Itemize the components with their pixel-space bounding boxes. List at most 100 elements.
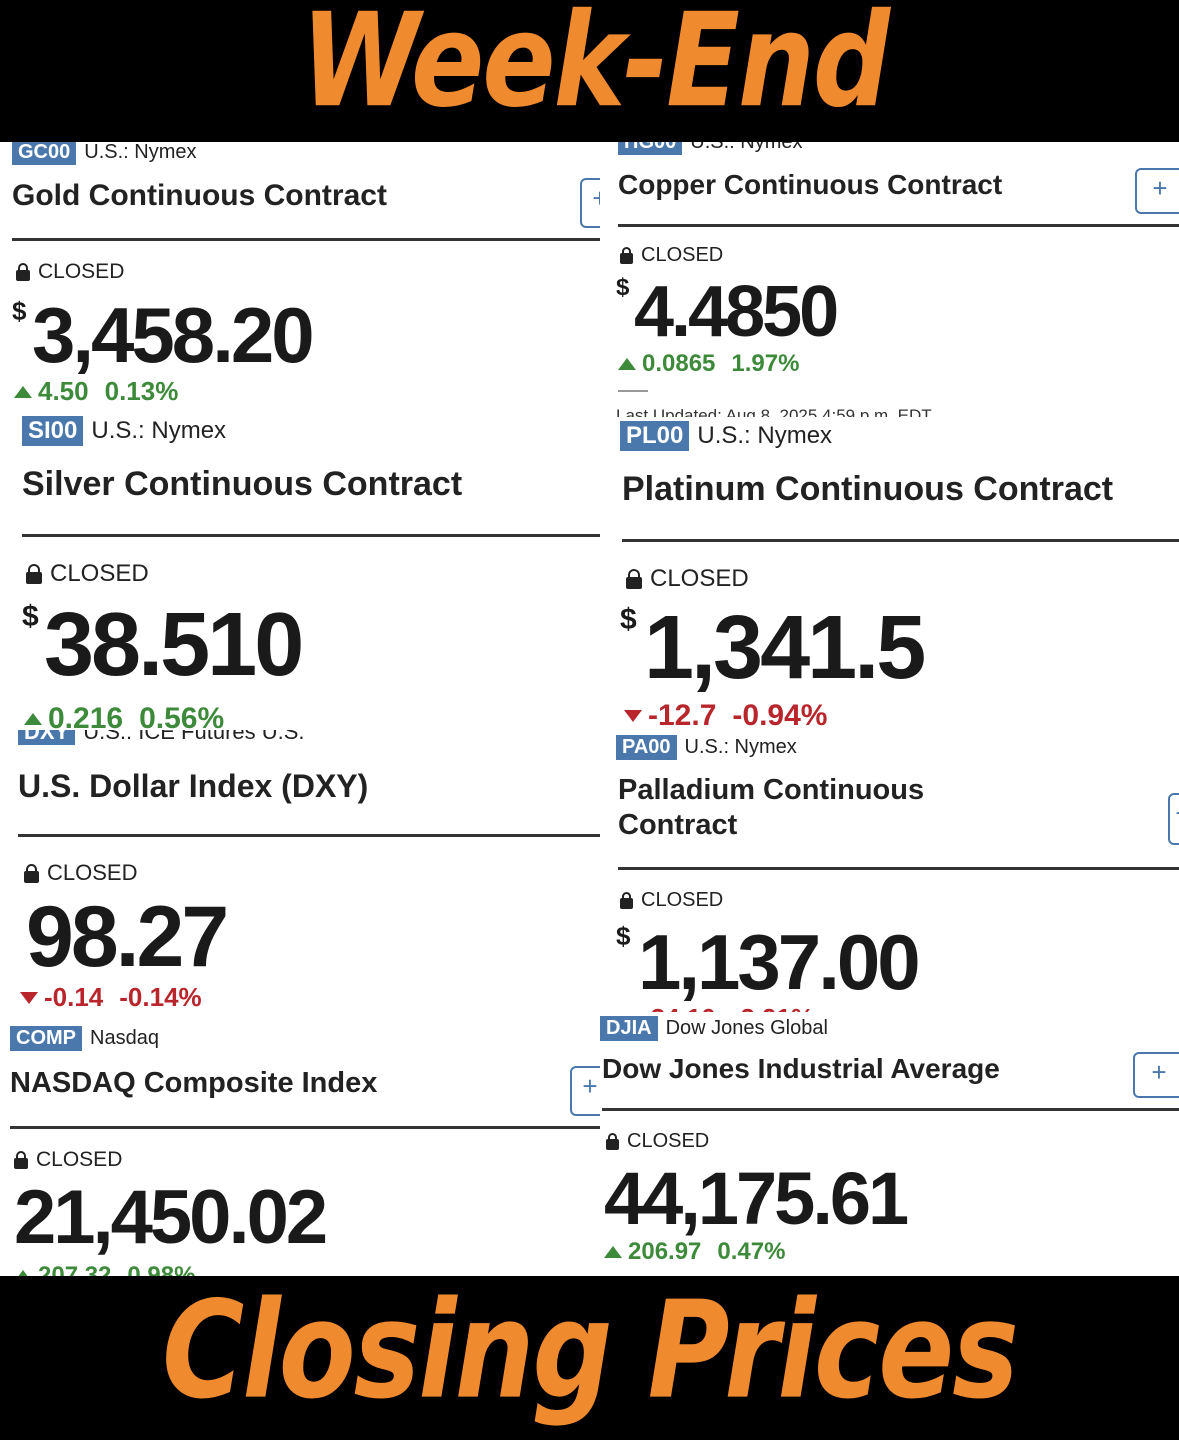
- quotes-collage: GC00 U.S.: Nymex Gold Continuous Contrac…: [0, 142, 1179, 1276]
- plus-icon: +: [1151, 1057, 1167, 1087]
- up-arrow-icon: [24, 713, 42, 725]
- quote-card-djia: DJIA Dow Jones Global Dow Jones Industri…: [600, 1012, 1179, 1276]
- quote-card-platinum: PL00 U.S.: Nymex Platinum Continuous Con…: [600, 417, 1179, 735]
- price-change: 0.0865 1.97%: [618, 350, 799, 378]
- ticker-badge[interactable]: GC00: [12, 142, 77, 165]
- divider: [622, 539, 1179, 542]
- add-to-watchlist-button[interactable]: +: [580, 178, 600, 228]
- divider: [10, 1126, 600, 1129]
- market-status: CLOSED: [16, 260, 124, 284]
- down-arrow-icon: [20, 991, 38, 1004]
- quote-header: GC00 U.S.: Nymex: [12, 142, 197, 165]
- change-percent: 0.56%: [139, 702, 225, 730]
- closed-label: CLOSED: [641, 889, 724, 911]
- change-percent: -0.94%: [732, 699, 828, 732]
- currency-symbol: $: [22, 600, 39, 633]
- exchange-label: U.S.: Nymex: [690, 142, 803, 153]
- lock-icon: [24, 863, 39, 883]
- instrument-name-line2: Contract: [618, 809, 738, 841]
- quote-card-copper: HG00 U.S.: Nymex Copper Continuous Contr…: [600, 142, 1179, 417]
- ticker-badge[interactable]: COMP: [10, 1026, 82, 1051]
- instrument-name: Platinum Continuous Contract: [622, 470, 1114, 508]
- change-percent: 0.13%: [104, 376, 179, 406]
- change-value: 0.0865: [642, 350, 716, 377]
- currency-symbol: $: [620, 603, 637, 636]
- lock-icon: [26, 564, 42, 584]
- last-updated: Last Updated: Aug 8, 2025 4:59 p.m. EDT: [616, 406, 932, 417]
- top-banner: Week-End: [0, 0, 1179, 142]
- ticker-badge[interactable]: PL00: [620, 421, 690, 451]
- add-to-watchlist-button[interactable]: +: [1133, 1052, 1179, 1098]
- up-arrow-icon: [618, 358, 636, 370]
- add-to-watchlist-button[interactable]: +: [1168, 793, 1179, 845]
- lock-icon: [620, 892, 633, 909]
- last-price: 38.510: [44, 595, 304, 695]
- divider: [618, 224, 1179, 227]
- lock-icon: [626, 569, 642, 589]
- ticker-badge[interactable]: DXY: [18, 730, 76, 746]
- exchange-label: U.S.: Nymex: [697, 421, 833, 449]
- instrument-name: Gold Continuous Contract: [12, 179, 387, 212]
- divider: [18, 834, 600, 837]
- change-percent: 1.97%: [731, 350, 800, 377]
- quote-header: PL00 U.S.: Nymex: [620, 421, 832, 451]
- price-change: -0.14 -0.14%: [20, 982, 202, 1013]
- up-arrow-icon: [14, 385, 32, 398]
- plus-icon: +: [582, 1071, 598, 1101]
- closed-label: CLOSED: [50, 560, 149, 587]
- quote-card-silver: SI00 U.S.: Nymex Silver Continuous Contr…: [0, 410, 600, 730]
- currency-symbol: $: [616, 921, 631, 951]
- market-status: CLOSED: [620, 244, 723, 267]
- change-percent: 0.98%: [127, 1262, 196, 1276]
- instrument-name: Dow Jones Industrial Average: [602, 1053, 1000, 1084]
- up-arrow-icon: [604, 1246, 622, 1258]
- quote-header: DXY U.S.: ICE Futures U.S.: [18, 730, 305, 746]
- quote-card-gold: GC00 U.S.: Nymex Gold Continuous Contrac…: [0, 142, 600, 410]
- plus-icon: +: [1152, 173, 1168, 203]
- exchange-label: Dow Jones Global: [665, 1017, 828, 1039]
- closed-label: CLOSED: [627, 1130, 710, 1152]
- instrument-name: Copper Continuous Contract: [618, 169, 1003, 200]
- divider: [618, 867, 1179, 870]
- market-status: CLOSED: [620, 889, 723, 912]
- divider: [12, 238, 600, 241]
- lock-icon: [16, 263, 30, 281]
- add-to-watchlist-button[interactable]: +: [570, 1066, 600, 1116]
- banner-subtitle: Closing Prices: [162, 1276, 1019, 1429]
- closed-label: CLOSED: [47, 860, 138, 885]
- exchange-label: U.S.: Nymex: [84, 142, 197, 163]
- market-status: CLOSED: [626, 565, 749, 593]
- price-change: 206.97 0.47%: [604, 1238, 785, 1266]
- closed-label: CLOSED: [38, 260, 125, 283]
- market-status: CLOSED: [26, 560, 149, 588]
- change-value: 206.97: [628, 1238, 702, 1265]
- lock-icon: [14, 1151, 28, 1169]
- lock-icon: [620, 247, 633, 264]
- plus-icon: +: [1175, 798, 1179, 828]
- last-price: 44,175.61: [604, 1157, 909, 1240]
- divider: [602, 1108, 1179, 1111]
- ticker-badge[interactable]: DJIA: [600, 1016, 658, 1041]
- last-price: 1,137.00: [638, 918, 921, 1006]
- exchange-label: U.S.: Nymex: [91, 416, 227, 444]
- last-price: 21,450.02: [14, 1175, 328, 1260]
- quote-header: DJIA Dow Jones Global: [600, 1016, 828, 1041]
- ticker-badge[interactable]: SI00: [22, 416, 84, 446]
- price-change: 207.32 0.98%: [14, 1262, 195, 1276]
- change-value: 4.50: [38, 376, 89, 406]
- exchange-label: Nasdaq: [90, 1027, 159, 1049]
- ticker-badge[interactable]: HG00: [618, 142, 683, 155]
- change-percent: 0.47%: [717, 1238, 786, 1265]
- bottom-banner: Closing Prices: [0, 1276, 1179, 1440]
- banner-title: Week-End: [300, 0, 890, 137]
- instrument-name: Silver Continuous Contract: [22, 465, 463, 503]
- currency-symbol: $: [616, 274, 630, 301]
- instrument-name: U.S. Dollar Index (DXY): [18, 768, 369, 804]
- quote-header: PA00 U.S.: Nymex: [616, 735, 797, 760]
- add-to-watchlist-button[interactable]: +: [1135, 168, 1179, 214]
- change-value: -0.14: [44, 982, 104, 1012]
- quote-header: SI00 U.S.: Nymex: [22, 416, 226, 446]
- plus-icon: +: [592, 183, 600, 213]
- ticker-badge[interactable]: PA00: [616, 735, 677, 760]
- last-price: 3,458.20: [32, 291, 315, 379]
